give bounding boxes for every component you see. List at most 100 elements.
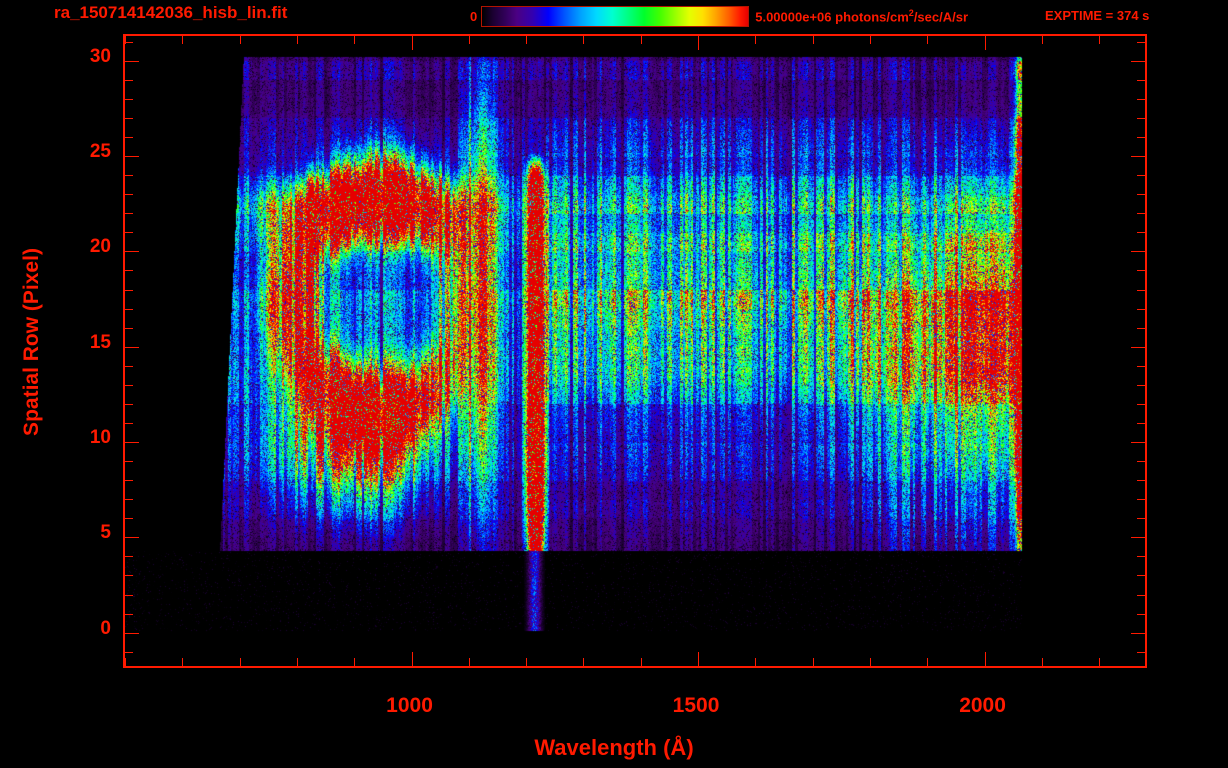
y-tick: [125, 137, 133, 138]
colorbar-units-pre: photons/cm: [831, 9, 909, 25]
y-tick: [125, 595, 133, 596]
y-tick: [125, 575, 133, 576]
y-tick-right: [1137, 42, 1145, 43]
y-tick: [125, 518, 133, 519]
y-tick-right: [1137, 614, 1145, 615]
x-tick-top: [1099, 36, 1100, 44]
y-tick-right: [1137, 480, 1145, 481]
y-tick-right: [1131, 61, 1145, 62]
y-tick: [125, 347, 139, 348]
y-tick: [125, 480, 133, 481]
y-tick-label: 5: [100, 522, 111, 544]
x-tick: [698, 652, 699, 666]
y-tick: [125, 213, 133, 214]
y-tick: [125, 652, 133, 653]
y-tick-right: [1137, 423, 1145, 424]
x-tick: [641, 658, 642, 666]
y-tick-right: [1137, 270, 1145, 271]
y-tick-right: [1137, 385, 1145, 386]
y-tick: [125, 461, 133, 462]
y-tick-right: [1137, 213, 1145, 214]
y-tick-right: [1137, 80, 1145, 81]
x-tick-top: [526, 36, 527, 44]
y-tick-right: [1137, 118, 1145, 119]
x-tick-top: [240, 36, 241, 44]
y-tick: [125, 99, 133, 100]
y-tick-right: [1137, 595, 1145, 596]
y-tick-right: [1137, 309, 1145, 310]
y-tick: [125, 118, 133, 119]
y-tick: [125, 537, 139, 538]
y-tick: [125, 194, 133, 195]
y-tick-right: [1137, 175, 1145, 176]
y-tick-right: [1137, 99, 1145, 100]
x-tick-top: [1042, 36, 1043, 44]
y-tick: [125, 309, 133, 310]
y-tick: [125, 499, 133, 500]
x-tick: [125, 658, 126, 666]
y-tick-right: [1137, 652, 1145, 653]
y-tick-right: [1137, 404, 1145, 405]
y-tick: [125, 61, 139, 62]
y-tick-right: [1137, 556, 1145, 557]
x-tick-top: [755, 36, 756, 44]
y-tick-right: [1137, 194, 1145, 195]
y-tick-label: 20: [89, 236, 111, 258]
x-tick: [985, 652, 986, 666]
x-tick: [583, 658, 584, 666]
x-tick: [412, 652, 413, 666]
y-tick-right: [1131, 156, 1145, 157]
x-tick: [240, 658, 241, 666]
spectrogram-image: [125, 36, 1145, 666]
colorbar-max-value: 5.00000e+06: [755, 9, 832, 25]
x-tick-label: 1000: [386, 694, 433, 717]
y-tick-label: 30: [89, 45, 111, 67]
y-tick: [125, 423, 133, 424]
x-axis-title: Wavelength (Å): [534, 735, 694, 760]
plot-frame: [123, 34, 1147, 668]
y-tick-right: [1131, 347, 1145, 348]
y-tick: [125, 251, 139, 252]
x-tick: [354, 658, 355, 666]
x-tick-top: [469, 36, 470, 44]
colorbar-units-exponent: 2: [908, 7, 914, 18]
colorbar-min-label: 0: [470, 8, 478, 24]
y-tick: [125, 156, 139, 157]
y-tick-right: [1137, 461, 1145, 462]
y-tick: [125, 42, 133, 43]
x-tick: [1099, 658, 1100, 666]
y-tick-label: 0: [100, 617, 111, 639]
x-tick-top: [412, 36, 413, 50]
y-tick-right: [1131, 442, 1145, 443]
y-tick: [125, 80, 133, 81]
y-tick: [125, 385, 133, 386]
x-tick-top: [297, 36, 298, 44]
exposure-time-label: EXPTIME = 374 s: [1045, 8, 1150, 23]
x-tick-top: [182, 36, 183, 44]
y-tick: [125, 366, 133, 367]
x-tick-top: [927, 36, 928, 44]
y-tick: [125, 633, 139, 634]
y-tick-label: 25: [89, 141, 111, 163]
y-tick-label: 15: [89, 331, 111, 353]
y-tick-right: [1137, 232, 1145, 233]
y-tick-right: [1131, 537, 1145, 538]
colorbar: 0 5.00000e+06 photons/cm2/sec/A/sr: [470, 4, 968, 28]
y-tick-right: [1137, 518, 1145, 519]
y-axis-title: Spatial Row (Pixel): [20, 248, 43, 436]
x-tick-top: [985, 36, 986, 50]
x-tick: [297, 658, 298, 666]
y-tick: [125, 270, 133, 271]
x-tick-label: 1500: [672, 694, 720, 717]
colorbar-max-label: 5.00000e+06 photons/cm2/sec/A/sr: [755, 8, 968, 24]
y-tick: [125, 175, 133, 176]
x-tick-label: 2000: [959, 694, 1006, 717]
colorbar-units-post: /sec/A/sr: [913, 9, 969, 25]
x-tick: [755, 658, 756, 666]
x-tick-top: [125, 36, 126, 44]
x-tick-top: [583, 36, 584, 44]
y-tick: [125, 232, 133, 233]
x-tick-top: [354, 36, 355, 44]
y-tick-label: 10: [89, 427, 111, 449]
x-tick: [927, 658, 928, 666]
